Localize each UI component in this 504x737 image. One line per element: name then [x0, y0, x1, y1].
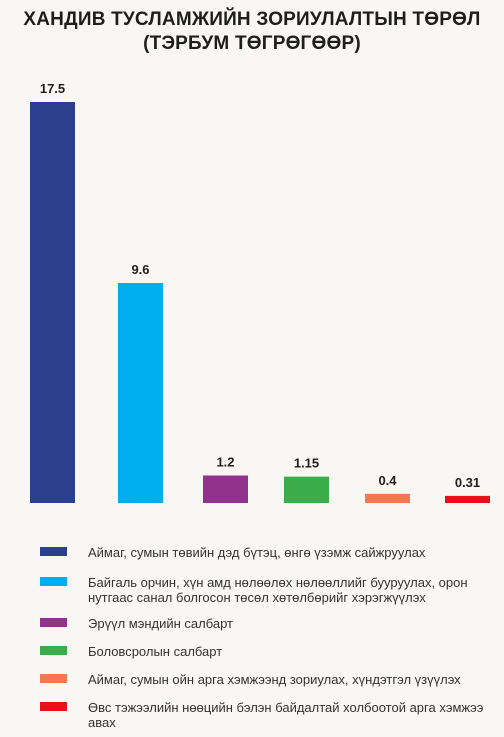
legend-swatch — [40, 674, 67, 683]
chart-title-line1: ХАНДИВ ТУСЛАМЖИЙН ЗОРИУЛАЛТЫН ТӨРӨЛ — [23, 9, 481, 30]
chart-title-line2: (ТЭРБУМ ТӨГРӨГӨӨР) — [143, 33, 361, 54]
bar — [118, 283, 163, 503]
bar-value-label: 9.6 — [131, 262, 149, 277]
legend-item: Аймаг, сумын ойн арга хэмжээнд зориулах,… — [40, 672, 490, 687]
bar — [30, 102, 75, 503]
legend-swatch — [40, 646, 67, 655]
bar-chart: 17.5 9.6 1.2 1.15 0.4 0.31 — [30, 81, 490, 503]
legend-item: Боловсролын салбарт — [40, 644, 490, 659]
legend-swatch — [40, 547, 67, 556]
bar-value-label: 0.31 — [455, 475, 480, 490]
chart-legend: Аймаг, сумын төвийн дэд бүтэц, өнгө үзэм… — [40, 545, 490, 730]
legend-item: Аймаг, сумын төвийн дэд бүтэц, өнгө үзэм… — [40, 545, 490, 560]
bar-value-label: 1.2 — [216, 455, 234, 470]
legend-label: Боловсролын салбарт — [88, 644, 223, 659]
legend-label: Эрүүл мэндийн салбарт — [88, 616, 234, 631]
bar — [203, 475, 248, 503]
chart-title: ХАНДИВ ТУСЛАМЖИЙН ЗОРИУЛАЛТЫН ТӨРӨЛ (ТЭР… — [0, 8, 504, 56]
legend-label: Өвс тэжээлийн нөөцийн бэлэн байдалтай хо… — [88, 700, 484, 730]
bar — [365, 493, 410, 503]
legend-swatch — [40, 702, 67, 711]
bar — [284, 476, 329, 503]
legend-swatch — [40, 618, 67, 627]
bar-value-label: 1.15 — [294, 456, 319, 471]
bar — [445, 495, 490, 503]
bar-value-label: 0.4 — [378, 473, 397, 488]
legend-label: Байгаль орчин, хүн амд нөлөөлөх нөлөөлли… — [88, 575, 468, 605]
legend-label: Аймаг, сумын төвийн дэд бүтэц, өнгө үзэм… — [88, 545, 426, 560]
legend-item: Эрүүл мэндийн салбарт — [40, 616, 490, 631]
legend-item: Байгаль орчин, хүн амд нөлөөлөх нөлөөлли… — [40, 575, 490, 605]
legend-label: Аймаг, сумын ойн арга хэмжээнд зориулах,… — [88, 672, 461, 687]
bar-value-label: 17.5 — [40, 81, 65, 96]
legend-item: Өвс тэжээлийн нөөцийн бэлэн байдалтай хо… — [40, 700, 490, 730]
legend-swatch — [40, 577, 67, 586]
